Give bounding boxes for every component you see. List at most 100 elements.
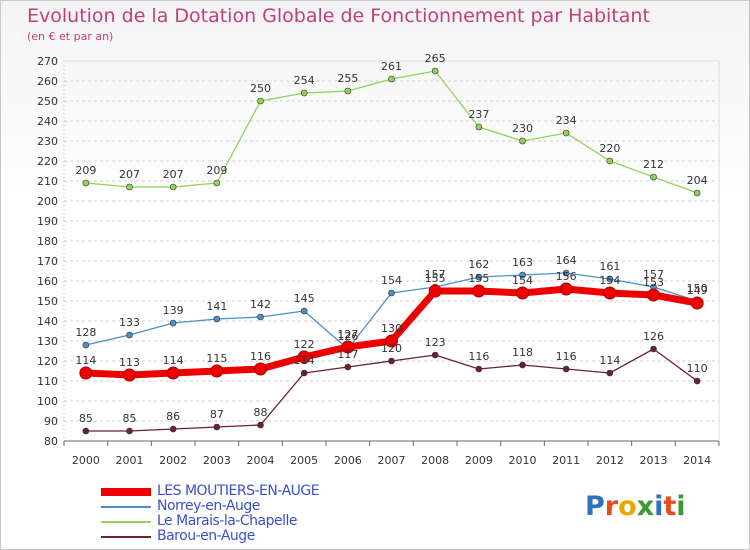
data-label: 254 [294, 74, 315, 87]
data-point [126, 183, 133, 191]
data-label: 157 [425, 268, 446, 281]
data-label: 85 [79, 412, 93, 425]
data-point [341, 340, 355, 354]
legend-swatch [101, 536, 151, 538]
data-label: 220 [599, 142, 620, 155]
y-tick-label: 240 [37, 115, 58, 128]
data-point [254, 362, 267, 376]
legend-label: LES MOUTIERS-EN-AUGE [157, 483, 320, 499]
y-tick-label: 150 [37, 295, 58, 308]
data-point [169, 319, 177, 327]
data-point [475, 123, 483, 131]
data-point [431, 351, 439, 359]
x-tick-label: 2011 [552, 454, 580, 467]
data-label: 261 [381, 60, 402, 73]
data-label: 212 [643, 158, 664, 171]
data-point [606, 369, 614, 377]
data-point [297, 350, 311, 364]
data-label: 265 [425, 52, 446, 65]
y-tick-label: 110 [37, 375, 58, 388]
data-point [606, 275, 614, 283]
x-tick-label: 2007 [378, 454, 406, 467]
data-label: 209 [75, 164, 96, 177]
data-point [126, 427, 133, 435]
data-label: 204 [687, 174, 708, 187]
data-label: 209 [206, 164, 227, 177]
data-point [257, 97, 264, 105]
y-tick-label: 90 [44, 415, 58, 428]
data-point [647, 288, 660, 302]
x-tick-label: 2014 [683, 454, 711, 467]
data-point [385, 334, 398, 348]
data-point [519, 271, 526, 279]
legend-swatch [101, 521, 151, 523]
data-point [300, 307, 308, 315]
data-point [388, 75, 395, 83]
data-point [344, 363, 352, 371]
logo-letter: i [676, 491, 686, 522]
data-label: 122 [294, 338, 315, 351]
legend-label: Barou-en-Auge [157, 528, 255, 544]
x-tick-label: 2005 [290, 454, 318, 467]
data-label: 115 [206, 352, 227, 365]
data-label: 154 [381, 274, 402, 287]
proxiti-logo: Proxiti [585, 491, 686, 522]
data-point [519, 137, 526, 145]
data-point [300, 369, 308, 377]
data-point [475, 365, 483, 373]
data-point [210, 364, 224, 378]
x-tick-label: 2002 [159, 454, 187, 467]
data-point [690, 296, 704, 310]
data-label: 126 [643, 330, 664, 343]
data-label: 126 [337, 330, 358, 343]
data-point [428, 284, 442, 298]
data-label: 155 [425, 272, 446, 285]
data-label: 207 [119, 168, 140, 181]
data-point [562, 365, 570, 373]
legend-swatch [101, 506, 151, 508]
data-point [388, 357, 395, 365]
data-label: 237 [468, 108, 489, 121]
data-label: 116 [556, 350, 577, 363]
x-tick-label: 2013 [640, 454, 668, 467]
data-label: 154 [599, 274, 620, 287]
y-tick-label: 270 [37, 55, 58, 68]
data-label: 123 [425, 336, 446, 349]
data-label: 157 [643, 268, 664, 281]
data-point [603, 286, 617, 300]
data-point [82, 341, 90, 349]
legend-label: Le Marais-la-Chapelle [157, 513, 298, 529]
data-label: 150 [687, 282, 708, 295]
x-tick-label: 2004 [247, 454, 275, 467]
y-tick-label: 80 [44, 435, 58, 448]
data-point [650, 173, 657, 181]
data-label: 230 [512, 122, 533, 135]
y-tick-label: 170 [37, 255, 58, 268]
x-tick-label: 2008 [421, 454, 449, 467]
data-label: 153 [643, 276, 664, 289]
data-label: 163 [512, 256, 533, 269]
y-tick-label: 160 [37, 275, 58, 288]
y-tick-label: 180 [37, 235, 58, 248]
y-tick-label: 230 [37, 135, 58, 148]
x-tick-label: 2000 [72, 454, 100, 467]
data-label: 142 [250, 298, 271, 311]
data-point [516, 286, 529, 300]
data-label: 207 [163, 168, 184, 181]
data-point [126, 331, 133, 339]
data-label: 114 [75, 354, 96, 367]
data-point [257, 421, 264, 429]
data-point [519, 361, 526, 369]
data-label: 86 [166, 410, 180, 423]
data-label: 164 [556, 254, 577, 267]
data-point [475, 273, 483, 281]
logo-letter: o [618, 491, 637, 522]
data-label: 116 [250, 350, 271, 363]
y-tick-label: 190 [37, 215, 58, 228]
legend-label: Norrey-en-Auge [157, 498, 260, 514]
data-label: 128 [75, 326, 96, 339]
x-tick-label: 2003 [203, 454, 231, 467]
x-tick-label: 2001 [116, 454, 144, 467]
data-point [169, 425, 177, 433]
